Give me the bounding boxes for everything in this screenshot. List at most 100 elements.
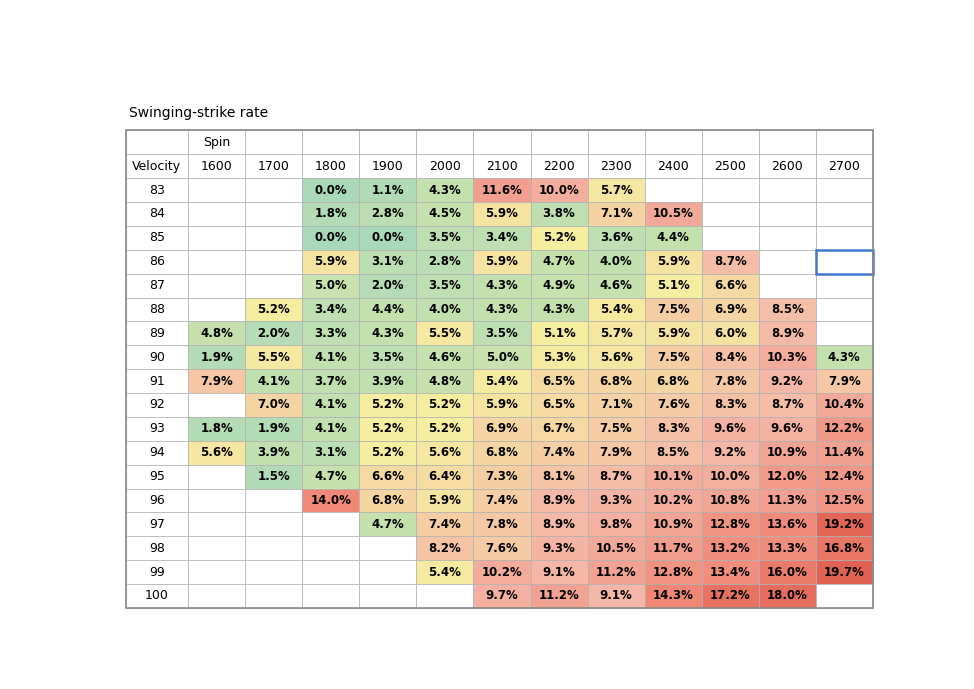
Text: 3.7%: 3.7% bbox=[315, 375, 347, 388]
Text: 88: 88 bbox=[149, 303, 165, 316]
Bar bbox=[759, 417, 816, 441]
Bar bbox=[126, 513, 188, 536]
Bar bbox=[645, 513, 701, 536]
Text: 11.3%: 11.3% bbox=[767, 494, 807, 507]
Bar bbox=[587, 345, 645, 369]
Bar bbox=[126, 298, 188, 321]
Text: 87: 87 bbox=[149, 279, 165, 292]
Bar bbox=[587, 393, 645, 417]
Text: 1.9%: 1.9% bbox=[257, 422, 290, 435]
Text: 5.7%: 5.7% bbox=[600, 183, 632, 196]
Text: 4.0%: 4.0% bbox=[600, 255, 632, 268]
Text: 6.6%: 6.6% bbox=[714, 279, 747, 292]
Bar bbox=[759, 250, 816, 274]
Bar bbox=[302, 464, 359, 489]
Text: 6.9%: 6.9% bbox=[485, 422, 518, 435]
Bar bbox=[417, 513, 473, 536]
Text: 2.8%: 2.8% bbox=[371, 207, 404, 220]
Bar bbox=[816, 584, 873, 608]
Bar bbox=[645, 536, 701, 560]
Bar bbox=[126, 130, 188, 154]
Bar bbox=[759, 130, 816, 154]
Text: 12.5%: 12.5% bbox=[824, 494, 865, 507]
Bar bbox=[473, 178, 531, 202]
Text: 13.2%: 13.2% bbox=[710, 542, 751, 555]
Text: 4.3%: 4.3% bbox=[486, 279, 518, 292]
Text: 4.3%: 4.3% bbox=[543, 303, 576, 316]
Text: 100: 100 bbox=[145, 590, 169, 602]
Text: 8.9%: 8.9% bbox=[543, 494, 576, 507]
Bar bbox=[531, 226, 587, 250]
Text: 7.8%: 7.8% bbox=[486, 518, 518, 531]
Bar bbox=[302, 584, 359, 608]
Text: 8.7%: 8.7% bbox=[714, 255, 746, 268]
Bar bbox=[417, 393, 473, 417]
Text: 9.1%: 9.1% bbox=[543, 566, 576, 579]
Text: 5.2%: 5.2% bbox=[371, 422, 404, 435]
Bar bbox=[245, 321, 302, 345]
Bar bbox=[701, 298, 759, 321]
Bar bbox=[302, 513, 359, 536]
Text: 2.0%: 2.0% bbox=[257, 327, 290, 340]
Text: 16.0%: 16.0% bbox=[767, 566, 807, 579]
Bar bbox=[126, 489, 188, 513]
Bar bbox=[188, 513, 245, 536]
Bar bbox=[759, 536, 816, 560]
Text: 5.9%: 5.9% bbox=[656, 327, 690, 340]
Bar bbox=[359, 536, 417, 560]
Text: 7.5%: 7.5% bbox=[656, 351, 690, 364]
Bar bbox=[245, 536, 302, 560]
Bar bbox=[531, 441, 587, 464]
Bar bbox=[816, 202, 873, 226]
Text: 5.3%: 5.3% bbox=[543, 351, 576, 364]
Text: 7.0%: 7.0% bbox=[257, 398, 290, 411]
Text: 13.6%: 13.6% bbox=[767, 518, 807, 531]
Text: 7.5%: 7.5% bbox=[656, 303, 690, 316]
Bar bbox=[245, 584, 302, 608]
Bar bbox=[645, 202, 701, 226]
Bar bbox=[126, 441, 188, 464]
Bar bbox=[645, 417, 701, 441]
Text: 12.8%: 12.8% bbox=[710, 518, 751, 531]
Text: 6.4%: 6.4% bbox=[429, 470, 462, 483]
Text: 7.9%: 7.9% bbox=[201, 375, 233, 388]
Bar bbox=[188, 345, 245, 369]
Text: 3.3%: 3.3% bbox=[315, 327, 347, 340]
Bar bbox=[759, 226, 816, 250]
Text: 10.5%: 10.5% bbox=[596, 542, 637, 555]
Bar bbox=[302, 130, 359, 154]
Bar bbox=[473, 464, 531, 489]
Bar bbox=[188, 393, 245, 417]
Bar bbox=[701, 464, 759, 489]
Bar bbox=[417, 154, 473, 178]
Text: 4.7%: 4.7% bbox=[543, 255, 576, 268]
Text: 4.3%: 4.3% bbox=[486, 303, 518, 316]
Text: 5.0%: 5.0% bbox=[315, 279, 347, 292]
Text: 11.7%: 11.7% bbox=[653, 542, 693, 555]
Bar bbox=[816, 345, 873, 369]
Bar bbox=[245, 154, 302, 178]
Bar bbox=[302, 393, 359, 417]
Text: 90: 90 bbox=[149, 351, 165, 364]
Bar bbox=[245, 274, 302, 298]
Bar bbox=[359, 417, 417, 441]
Text: 17.2%: 17.2% bbox=[710, 590, 751, 602]
Bar bbox=[645, 250, 701, 274]
Bar bbox=[531, 345, 587, 369]
Bar bbox=[759, 584, 816, 608]
Text: 3.8%: 3.8% bbox=[543, 207, 576, 220]
Text: 83: 83 bbox=[149, 183, 165, 196]
Text: 3.6%: 3.6% bbox=[600, 232, 632, 245]
Text: 5.2%: 5.2% bbox=[429, 422, 462, 435]
Bar bbox=[473, 441, 531, 464]
Text: 6.0%: 6.0% bbox=[714, 327, 746, 340]
Bar bbox=[759, 489, 816, 513]
Text: Spin: Spin bbox=[203, 136, 230, 149]
Bar bbox=[188, 536, 245, 560]
Bar bbox=[531, 393, 587, 417]
Bar bbox=[587, 154, 645, 178]
Bar bbox=[473, 560, 531, 584]
Bar bbox=[701, 489, 759, 513]
Bar bbox=[417, 321, 473, 345]
Bar bbox=[759, 345, 816, 369]
